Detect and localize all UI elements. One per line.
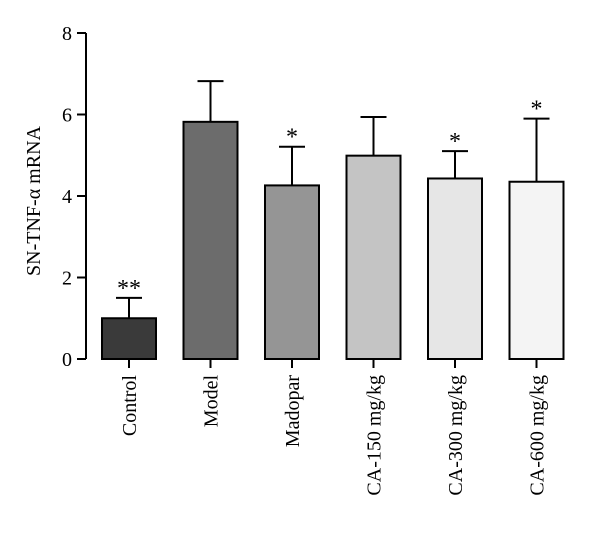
significance-label-4: * bbox=[449, 129, 461, 155]
bar-3 bbox=[345, 154, 402, 360]
y-tick-label: 0 bbox=[62, 349, 72, 371]
significance-label-5: * bbox=[531, 97, 543, 123]
y-tick-label: 8 bbox=[62, 23, 72, 45]
significance-label-2: * bbox=[286, 125, 298, 151]
bar-4 bbox=[427, 177, 483, 360]
y-tick-label: 2 bbox=[62, 268, 72, 290]
bar-1 bbox=[182, 120, 239, 360]
x-category-label: CA-600 mg/kg bbox=[527, 375, 549, 496]
x-axis-categories: Control Model Madopar CA-150 mg/kg CA-300 mg… bbox=[119, 359, 549, 496]
x-category-label: CA-150 mg/kg bbox=[364, 375, 386, 496]
significance-markers: *** ** bbox=[117, 97, 543, 302]
x-category-label: CA-300 mg/kg bbox=[445, 375, 467, 496]
y-axis: 0 2 4 6 8 bbox=[62, 23, 87, 371]
bars bbox=[101, 120, 565, 360]
x-category-label: Model bbox=[201, 375, 223, 428]
x-category-label: Control bbox=[119, 375, 141, 437]
significance-label-0: ** bbox=[117, 276, 141, 302]
y-axis-label: SN-TNF-α mRNA bbox=[23, 125, 45, 275]
bar-5 bbox=[508, 180, 565, 360]
bar-2 bbox=[264, 184, 320, 360]
error-bars bbox=[116, 80, 550, 319]
y-tick-label: 4 bbox=[62, 186, 72, 208]
bar-0 bbox=[101, 317, 157, 360]
x-category-label: Madopar bbox=[282, 375, 304, 448]
y-tick-label: 6 bbox=[62, 105, 72, 127]
